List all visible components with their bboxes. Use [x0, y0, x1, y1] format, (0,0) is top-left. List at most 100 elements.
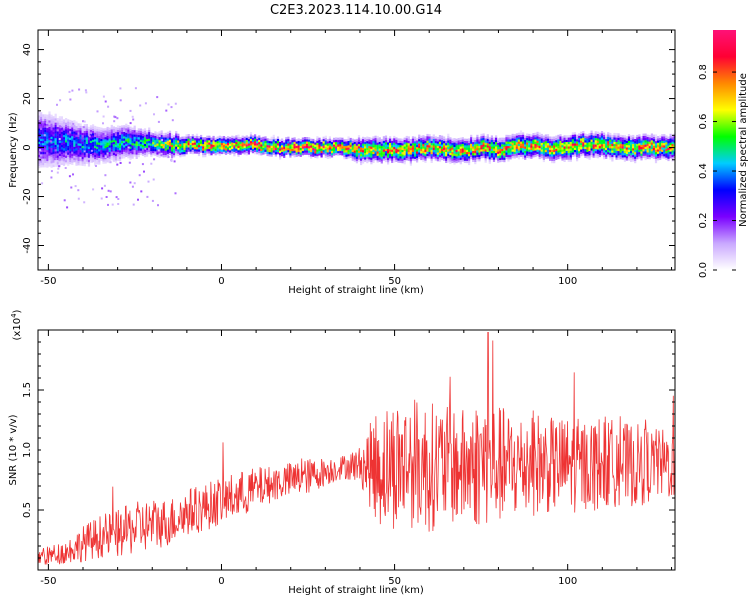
heatmap-cell [411, 140, 415, 144]
heatmap-cell [420, 142, 423, 145]
heatmap-cell [262, 152, 265, 155]
heatmap-cell [497, 158, 500, 161]
heatmap-cell [505, 154, 508, 157]
heatmap-cell [480, 147, 483, 150]
heatmap-cell [237, 141, 240, 144]
heatmap-cell [461, 150, 464, 153]
heatmap-cell [503, 144, 506, 147]
heatmap-cell [125, 123, 128, 127]
heatmap-cell [102, 122, 104, 125]
heatmap-cell [254, 136, 257, 139]
heatmap-cell [135, 138, 138, 142]
heatmap-cell [127, 133, 130, 137]
heatmap-cell [399, 140, 402, 143]
heatmap-cell [449, 141, 452, 145]
heatmap-cell [164, 132, 167, 136]
heatmap-cell [447, 142, 450, 145]
heatmap-cell [389, 156, 392, 159]
heatmap-cell [301, 146, 304, 149]
heatmap-cell [258, 144, 261, 147]
heatmap-cell [451, 138, 454, 141]
heatmap-cell [216, 143, 219, 146]
heatmap-cell [470, 141, 473, 144]
heatmap-cell [409, 143, 412, 146]
heatmap-cell [337, 137, 340, 141]
heatmap-cell [112, 157, 115, 160]
heatmap-cell [488, 159, 491, 162]
heatmap-cell [46, 145, 49, 148]
heatmap-cell [114, 129, 118, 132]
heatmap-cell [143, 139, 147, 142]
heatmap-cell [114, 155, 118, 159]
heatmap-cell [38, 137, 41, 140]
heatmap-cell [81, 128, 84, 131]
heatmap-cell [376, 135, 379, 139]
heatmap-cell [117, 198, 120, 200]
heatmap-cell [438, 135, 442, 138]
heatmap-cell [370, 161, 373, 165]
heatmap-cell [403, 161, 406, 165]
heatmap-cell [517, 152, 520, 155]
heatmap-cell [254, 143, 257, 146]
heatmap-cell [353, 159, 356, 162]
heatmap-cell [640, 142, 643, 145]
heatmap-cell [347, 138, 350, 141]
heatmap-cell [208, 151, 211, 154]
heatmap-cell [625, 156, 628, 159]
heatmap-cell [85, 91, 88, 94]
heatmap-cell [357, 137, 361, 140]
heatmap-cell [162, 150, 165, 153]
heatmap-cell [328, 153, 331, 157]
heatmap-cell [272, 139, 275, 142]
heatmap-cell [44, 123, 47, 126]
heatmap-cell [297, 151, 300, 155]
heatmap-cell [530, 143, 533, 146]
heatmap-cell [276, 140, 280, 144]
heatmap-cell [507, 148, 510, 151]
heatmap-cell [353, 146, 356, 149]
heatmap-cell [87, 133, 91, 136]
heatmap-cell [584, 146, 587, 150]
heatmap-cell [42, 151, 45, 155]
heatmap-cell [461, 146, 464, 149]
heatmap-cell [251, 144, 255, 147]
heatmap-cell [551, 152, 554, 155]
heatmap-cell [52, 151, 55, 154]
heatmap-cell [81, 161, 84, 164]
heatmap-cell [474, 155, 477, 158]
heatmap-cell [268, 154, 271, 157]
heatmap-cell [139, 146, 142, 149]
snr-y-multiplier: (x104) [10, 309, 23, 340]
heatmap-cell [241, 148, 244, 152]
heatmap-cell [509, 134, 512, 138]
heatmap-cell [389, 136, 392, 139]
heatmap-cell [519, 132, 523, 135]
heatmap-cell [362, 145, 365, 148]
heatmap-cell [170, 138, 174, 141]
heatmap-cell [596, 138, 599, 141]
heatmap-cell [357, 135, 361, 138]
heatmap-cell [104, 152, 107, 155]
heatmap-cell [517, 143, 520, 147]
heatmap-cell [563, 135, 566, 138]
heatmap-cell [256, 151, 259, 155]
heatmap-cell [540, 142, 543, 146]
heatmap-cell [351, 147, 354, 150]
heatmap-cell [603, 154, 606, 158]
heatmap-cell [407, 149, 410, 153]
heatmap-cell [582, 148, 585, 152]
heatmap-cell [345, 145, 348, 148]
heatmap-cell [490, 150, 493, 154]
heatmap-cell [46, 119, 49, 122]
heatmap-cell [638, 147, 641, 150]
heatmap-cell [202, 150, 205, 153]
heatmap-cell [360, 156, 363, 159]
heatmap-cell [46, 132, 49, 135]
heatmap-cell [405, 153, 408, 156]
heatmap-cell [380, 147, 383, 151]
heatmap-cell [239, 152, 242, 155]
heatmap-cell [482, 137, 485, 141]
heatmap-cell [170, 106, 173, 109]
heatmap-cell [48, 113, 51, 116]
heatmap-cell [511, 142, 514, 145]
